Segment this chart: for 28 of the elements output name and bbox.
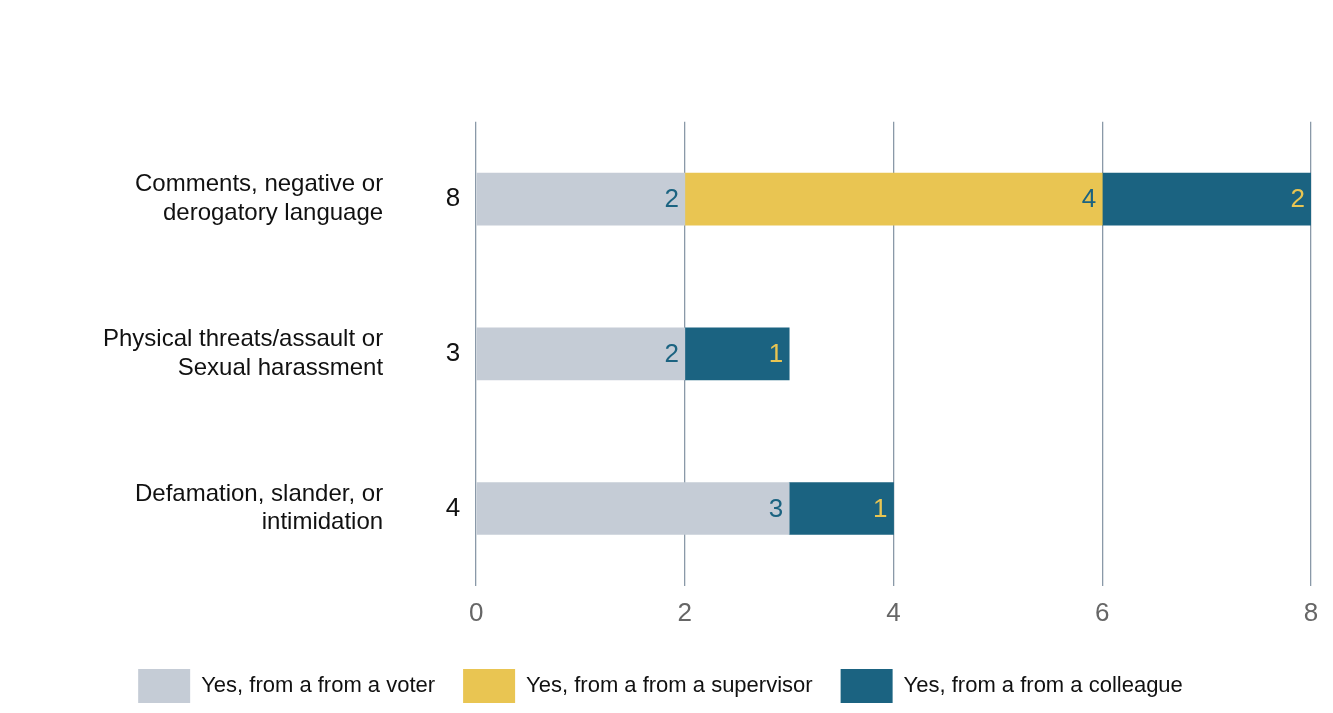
data-label: 2: [664, 337, 679, 368]
bar: [1101, 172, 1311, 226]
data-label: 3: [768, 492, 784, 523]
bar: [476, 172, 686, 226]
total-label: 8: [445, 182, 461, 213]
x-tick-label: 8: [1303, 596, 1319, 627]
legend-label: Yes, from a from a colleague: [903, 672, 1183, 698]
total-label: 4: [445, 491, 461, 522]
bar: [788, 482, 894, 535]
y-tick-label: Comments, negative or derogatory language: [135, 169, 384, 226]
data-label: 2: [664, 183, 679, 214]
x-tick-label: 0: [468, 596, 484, 627]
bar: [476, 482, 790, 535]
data-label: 1: [873, 492, 888, 523]
legend-label: Yes, from a from a voter: [201, 672, 436, 698]
data-label: 2: [1290, 183, 1305, 214]
legend-label: Yes, from a from a supervisor: [526, 672, 813, 698]
y-tick-label: Physical threats/assault or Sexual harassment: [103, 324, 384, 380]
total-label: 3: [445, 336, 461, 367]
data-label: 1: [768, 337, 784, 368]
x-tick-label: 6: [1095, 596, 1110, 627]
data-label: 4: [1081, 183, 1097, 214]
y-tick-label: Defamation, slander, or intimidation: [134, 478, 384, 535]
x-tick-label: 2: [677, 596, 693, 627]
x-tick-label: 4: [886, 596, 901, 627]
bar: [684, 172, 1103, 226]
bar: [684, 327, 790, 381]
bar: [476, 327, 686, 381]
